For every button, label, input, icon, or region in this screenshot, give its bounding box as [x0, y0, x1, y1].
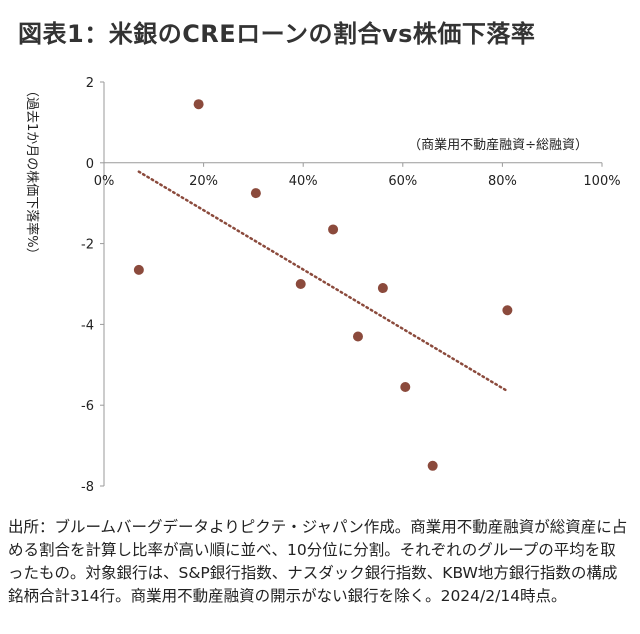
- data-point: [250, 188, 261, 199]
- data-point: [427, 460, 438, 471]
- data-point: [193, 99, 204, 110]
- data-point: [400, 382, 411, 393]
- y-tick-label: -4: [81, 318, 94, 333]
- data-point: [328, 224, 339, 235]
- x-tick-label: 0%: [94, 174, 115, 189]
- y-tick-label: 0: [86, 157, 94, 172]
- y-axis-label: （過去1か月の株価下落率%）: [24, 84, 40, 261]
- axes: 2 0 -2 -4 -6 -8 0% 20% 40% 60% 80% 100%: [81, 76, 621, 495]
- data-point: [352, 331, 363, 342]
- trendline: [137, 170, 509, 393]
- x-tick-label: 80%: [488, 174, 517, 189]
- trendline-group: [137, 170, 509, 393]
- x-tick-label: 20%: [189, 174, 218, 189]
- y-tick-label: -6: [81, 399, 94, 414]
- y-tick-label: 2: [86, 76, 94, 91]
- data-point: [377, 283, 388, 294]
- scatter-chart: （過去1か月の株価下落率%） （商業用不動産融資÷総融資） 2 0 -2 -4 -6 -8…: [24, 76, 621, 495]
- data-point: [295, 279, 306, 289]
- x-tick-label: 40%: [289, 174, 318, 189]
- x-tick-label: 60%: [388, 174, 417, 189]
- data-points: [133, 99, 513, 471]
- y-tick-label: -8: [81, 480, 94, 495]
- data-point: [502, 305, 513, 316]
- source-note: 出所：ブルームバーグデータよりピクテ・ジャパン作成。商業用不動産融資が総資産に占…: [8, 518, 628, 605]
- chart-title: 図表1：米銀のCREローンの割合vs株価下落率: [18, 20, 536, 48]
- y-tick-label: -2: [81, 238, 94, 253]
- x-tick-label: 100%: [583, 174, 620, 189]
- data-point: [133, 264, 144, 275]
- x-axis-label: （商業用不動産融資÷総融資）: [408, 137, 588, 153]
